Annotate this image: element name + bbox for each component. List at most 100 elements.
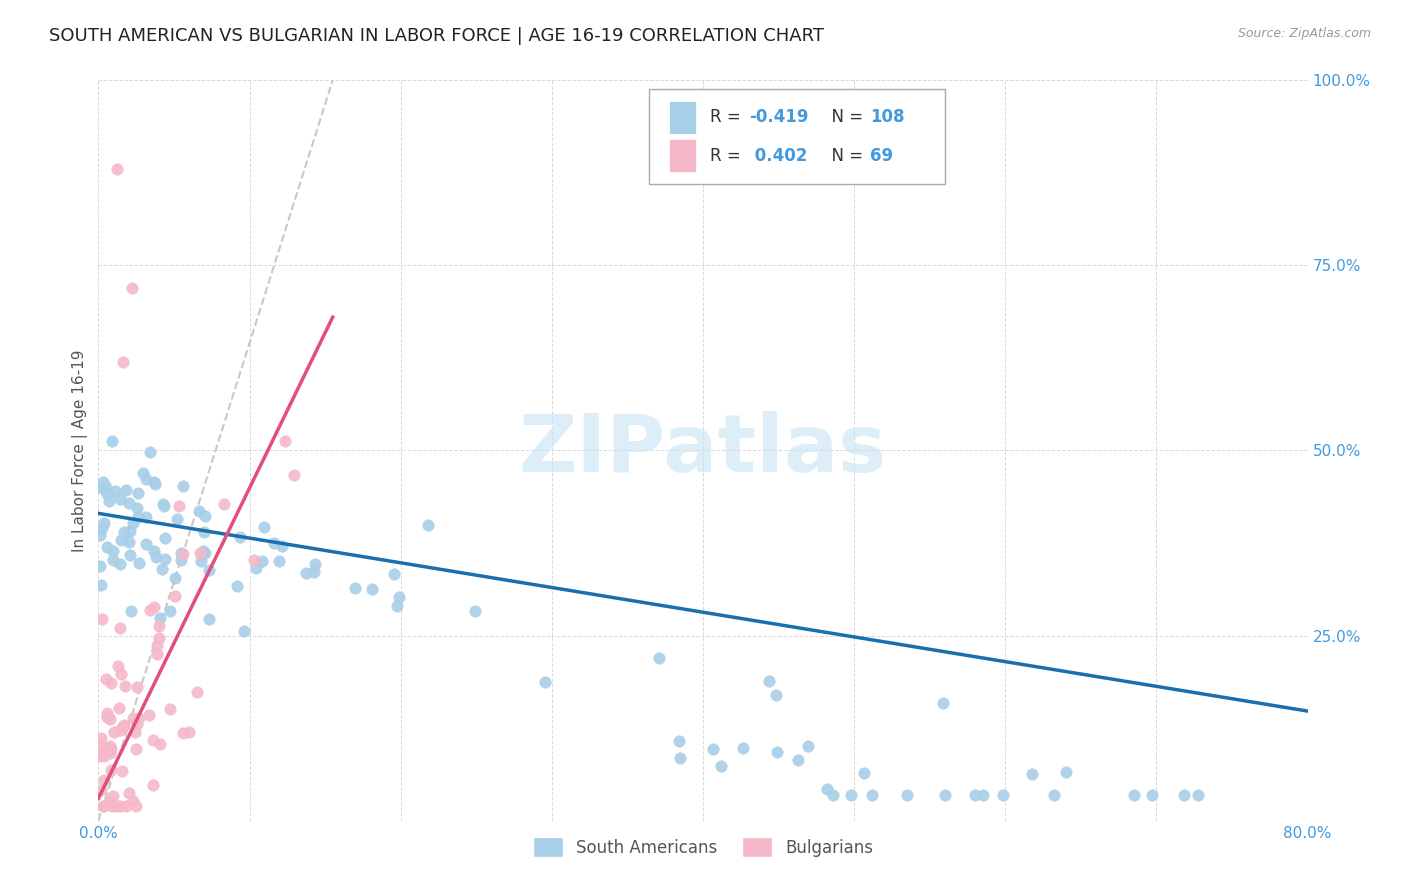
- Point: [304, 557, 326, 571]
- Point: [121, 516, 143, 530]
- Point: [274, 434, 297, 448]
- Point: [186, 685, 208, 699]
- Point: [225, 579, 247, 593]
- Point: [103, 725, 125, 739]
- Point: [93, 748, 115, 763]
- Point: [90, 783, 112, 797]
- Point: [110, 533, 132, 548]
- Point: [193, 524, 215, 539]
- Bar: [669, 101, 696, 134]
- Point: [91, 798, 114, 813]
- Point: [96, 487, 118, 501]
- Point: [98, 793, 121, 807]
- Point: [127, 501, 149, 516]
- Point: [107, 659, 129, 673]
- Point: [648, 651, 671, 665]
- Text: SOUTH AMERICAN VS BULGARIAN IN LABOR FORCE | AGE 16-19 CORRELATION CHART: SOUTH AMERICAN VS BULGARIAN IN LABOR FOR…: [49, 27, 824, 45]
- Point: [534, 674, 557, 689]
- Point: [197, 612, 219, 626]
- Point: [993, 788, 1015, 802]
- Point: [118, 786, 141, 800]
- Point: [96, 710, 118, 724]
- Point: [118, 534, 141, 549]
- Point: [112, 718, 135, 732]
- Point: [896, 788, 918, 802]
- Y-axis label: In Labor Force | Age 16-19: In Labor Force | Age 16-19: [72, 349, 89, 552]
- Point: [101, 798, 124, 813]
- Point: [135, 537, 157, 551]
- Point: [142, 600, 165, 615]
- Point: [839, 788, 862, 802]
- Point: [263, 536, 285, 550]
- Point: [934, 788, 956, 802]
- Point: [135, 510, 157, 524]
- Point: [179, 725, 201, 739]
- Point: [150, 562, 173, 576]
- Point: [111, 764, 134, 779]
- Legend: South Americans, Bulgarians: South Americans, Bulgarians: [526, 830, 880, 864]
- Point: [100, 676, 122, 690]
- Point: [464, 604, 486, 618]
- Point: [105, 162, 128, 177]
- Point: [96, 480, 118, 494]
- Point: [191, 544, 214, 558]
- Point: [100, 742, 122, 756]
- Point: [122, 794, 145, 808]
- FancyBboxPatch shape: [648, 89, 945, 184]
- Point: [107, 798, 129, 813]
- Point: [96, 706, 118, 721]
- Point: [188, 504, 211, 518]
- Point: [90, 731, 112, 745]
- Point: [93, 772, 115, 787]
- Point: [110, 557, 132, 571]
- Point: [972, 788, 994, 802]
- Point: [169, 499, 191, 513]
- Text: 0.402: 0.402: [749, 147, 807, 165]
- Point: [93, 516, 115, 531]
- Point: [194, 508, 217, 523]
- Text: 69: 69: [870, 147, 893, 165]
- Point: [118, 524, 141, 538]
- Point: [128, 556, 150, 570]
- Point: [159, 604, 181, 618]
- Point: [125, 717, 148, 731]
- Point: [104, 483, 127, 498]
- Point: [115, 798, 138, 813]
- Point: [96, 540, 118, 554]
- Point: [1054, 764, 1077, 779]
- Point: [128, 711, 150, 725]
- Point: [388, 590, 411, 604]
- Point: [112, 718, 135, 732]
- Point: [94, 745, 117, 759]
- Point: [90, 482, 112, 496]
- Point: [253, 520, 276, 534]
- Point: [111, 354, 134, 368]
- Point: [758, 673, 780, 688]
- Point: [90, 578, 112, 592]
- Point: [172, 547, 194, 561]
- Point: [1021, 767, 1043, 781]
- Point: [1187, 788, 1209, 802]
- Point: [146, 647, 169, 661]
- Point: [90, 612, 112, 626]
- Point: [360, 582, 382, 596]
- Point: [152, 500, 174, 514]
- Point: [153, 531, 176, 545]
- Point: [149, 611, 172, 625]
- Point: [91, 521, 114, 535]
- Point: [117, 496, 139, 510]
- Text: 108: 108: [870, 108, 904, 127]
- Point: [965, 788, 987, 802]
- Point: [114, 483, 136, 497]
- Point: [101, 553, 124, 567]
- Point: [148, 631, 170, 645]
- Point: [267, 553, 290, 567]
- Point: [89, 528, 111, 542]
- Point: [107, 700, 129, 714]
- Text: N =: N =: [821, 147, 869, 165]
- Point: [765, 688, 787, 702]
- Text: R =: R =: [710, 108, 747, 127]
- Point: [733, 741, 755, 756]
- Point: [172, 478, 194, 492]
- Point: [152, 497, 174, 511]
